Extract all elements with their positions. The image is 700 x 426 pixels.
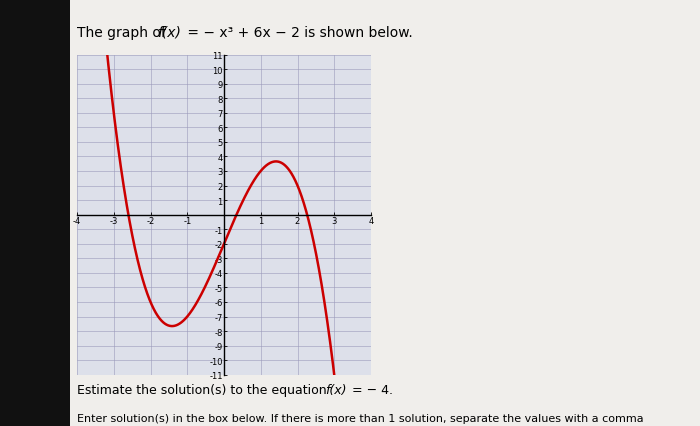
Text: f(x): f(x) xyxy=(158,26,181,40)
Text: = − x³ + 6x − 2 is shown below.: = − x³ + 6x − 2 is shown below. xyxy=(183,26,412,40)
Text: = − 4.: = − 4. xyxy=(348,383,393,396)
Text: f(x): f(x) xyxy=(326,383,347,396)
Text: The graph of: The graph of xyxy=(77,26,170,40)
Text: Enter solution(s) in the box below. If there is more than 1 solution, separate t: Enter solution(s) in the box below. If t… xyxy=(77,413,643,423)
Text: Estimate the solution(s) to the equation: Estimate the solution(s) to the equation xyxy=(77,383,330,396)
